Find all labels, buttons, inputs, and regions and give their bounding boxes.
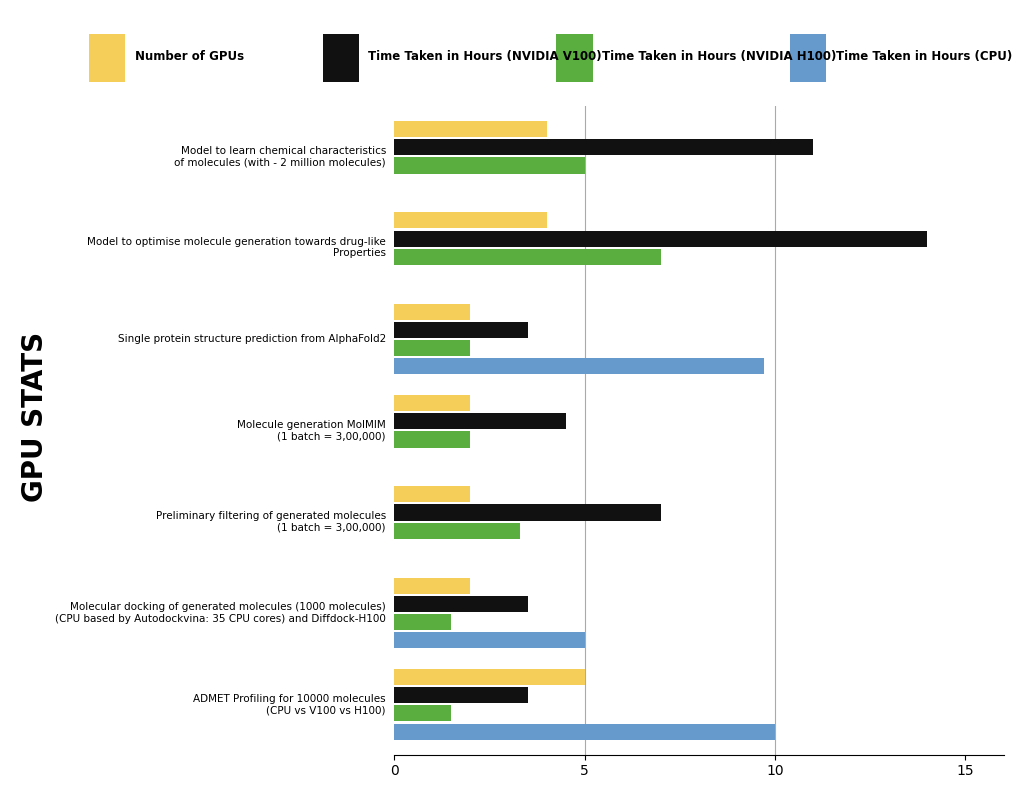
Bar bbox=[394, 596, 527, 612]
Text: Time Taken in Hours (NVIDIA H100): Time Taken in Hours (NVIDIA H100) bbox=[602, 50, 837, 64]
Bar bbox=[394, 340, 470, 356]
Bar bbox=[89, 34, 125, 82]
Bar bbox=[394, 413, 565, 429]
Bar bbox=[394, 523, 520, 539]
Bar bbox=[394, 505, 660, 520]
Bar bbox=[394, 432, 470, 447]
Bar bbox=[394, 230, 928, 247]
Text: Time Taken in Hours (CPU): Time Taken in Hours (CPU) bbox=[836, 50, 1013, 64]
Bar bbox=[394, 395, 470, 411]
Bar bbox=[394, 487, 470, 502]
Bar bbox=[394, 248, 660, 265]
Bar bbox=[394, 212, 547, 228]
Bar bbox=[394, 139, 813, 156]
Bar bbox=[556, 34, 593, 82]
Bar bbox=[394, 724, 775, 740]
Bar bbox=[394, 358, 764, 374]
Bar bbox=[394, 614, 452, 630]
Bar bbox=[394, 157, 585, 174]
Bar bbox=[394, 121, 547, 137]
Bar bbox=[394, 303, 470, 320]
Bar bbox=[394, 669, 585, 685]
Bar bbox=[394, 633, 585, 648]
Bar bbox=[394, 321, 527, 338]
Bar bbox=[394, 705, 452, 722]
Bar bbox=[791, 34, 826, 82]
Text: GPU STATS: GPU STATS bbox=[20, 332, 49, 501]
Bar bbox=[323, 34, 358, 82]
Bar bbox=[394, 687, 527, 703]
Text: Number of GPUs: Number of GPUs bbox=[134, 50, 244, 64]
Text: Time Taken in Hours (NVIDIA V100): Time Taken in Hours (NVIDIA V100) bbox=[369, 50, 602, 64]
Bar bbox=[394, 578, 470, 593]
